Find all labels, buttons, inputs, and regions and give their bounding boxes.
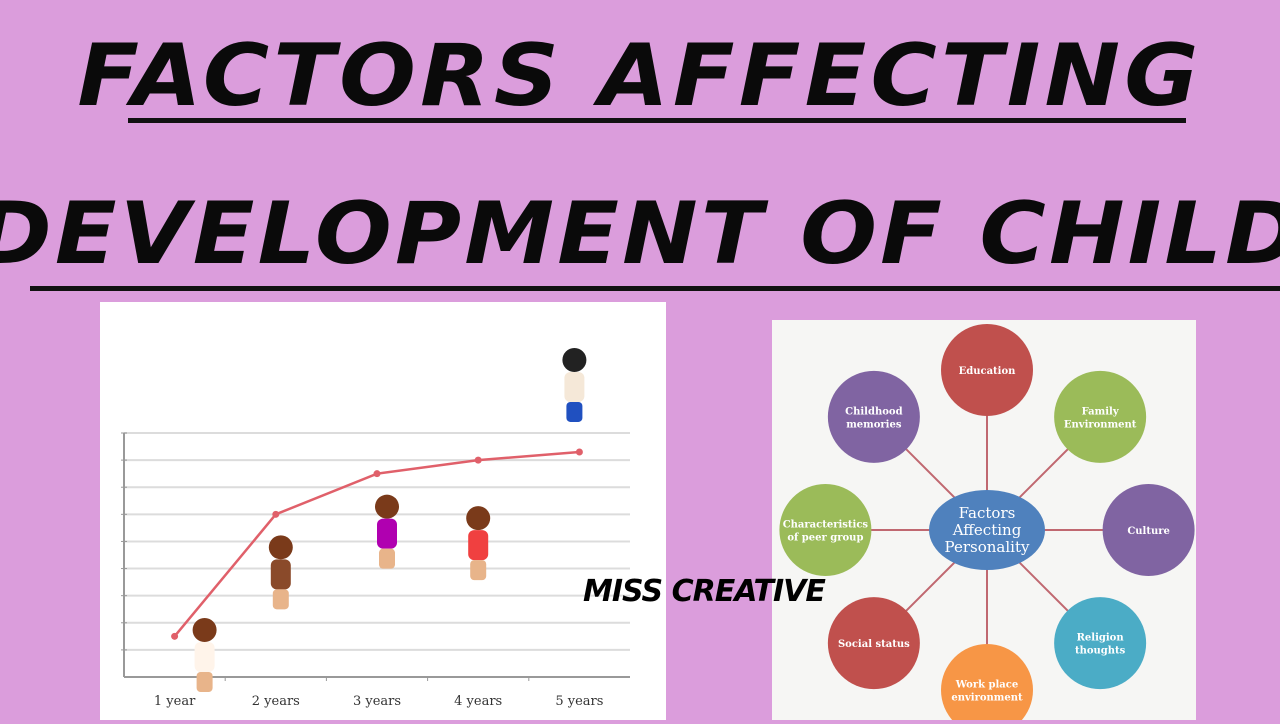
- child-body: [564, 371, 585, 402]
- child-legs: [566, 401, 583, 422]
- x-tick-label: 2 years: [252, 694, 300, 709]
- factor-circle: [1054, 370, 1147, 463]
- child-head: [192, 618, 217, 642]
- x-tick-label: 4 years: [454, 694, 502, 709]
- growth-chart: 1 year 2 years 3 years 4 years 5 years: [121, 347, 630, 709]
- factor-label: Childhood: [845, 406, 902, 417]
- title-line-2: DEVELOPMENT OF CHILD: [0, 184, 1280, 284]
- factor-label: environment: [951, 693, 1023, 704]
- factor-node: Social status: [827, 597, 920, 690]
- child-head: [375, 494, 399, 519]
- factor-label: Characteristics: [783, 520, 869, 531]
- factor-circle: [827, 370, 920, 463]
- title-underline-1: [128, 118, 1186, 123]
- title-line-1: FACTORS AFFECTING: [77, 26, 1203, 126]
- watermark: MISS CREATIVE: [583, 574, 826, 609]
- factor-node: Childhood memories: [827, 370, 920, 463]
- child-head: [466, 506, 491, 531]
- center-label: Personality: [945, 538, 1030, 556]
- child-body: [194, 642, 215, 672]
- factor-label: Religion: [1077, 633, 1125, 644]
- data-point: [373, 470, 381, 478]
- factor-label: memories: [846, 419, 902, 430]
- factor-label: Family: [1082, 406, 1120, 417]
- center-label: Factors: [959, 504, 1016, 522]
- factor-label: Social status: [838, 639, 910, 650]
- data-point: [575, 448, 583, 456]
- data-point: [474, 456, 482, 464]
- factor-circle: [1102, 484, 1195, 576]
- center-ellipse: [929, 490, 1045, 570]
- factor-label: Environment: [1064, 419, 1137, 430]
- factor-circle: [941, 324, 1033, 416]
- child-body: [377, 518, 397, 549]
- x-tick-label: 1 year: [154, 694, 196, 709]
- growth-line: [173, 450, 580, 638]
- child-head: [268, 535, 293, 560]
- x-tick-label: 3 years: [353, 694, 401, 709]
- factor-node: Family Environment: [1054, 370, 1147, 463]
- child-figure: [268, 535, 293, 610]
- child-head: [562, 347, 587, 372]
- child-legs: [196, 672, 213, 692]
- child-body: [270, 559, 291, 590]
- factor-node: Characteristics of peer group: [779, 484, 872, 576]
- personality-diagram: Education Family Environment Culture Religio…: [779, 324, 1195, 724]
- title-underline-2: [30, 286, 1280, 291]
- factor-label: Work place: [955, 680, 1019, 691]
- factor-circle: [827, 597, 920, 690]
- factor-node: Work place environment: [941, 644, 1033, 724]
- factor-circle: [1054, 597, 1147, 690]
- factor-node: Religion thoughts: [1054, 597, 1147, 690]
- data-point: [272, 510, 280, 518]
- factor-node: Education: [941, 324, 1033, 416]
- factor-label: of peer group: [787, 533, 863, 544]
- child-figure: [375, 494, 399, 569]
- factor-node: Culture: [1102, 484, 1195, 576]
- x-tick-label: 5 years: [555, 694, 603, 709]
- child-figure: [192, 618, 217, 692]
- child-legs: [379, 548, 395, 569]
- factor-label: Culture: [1127, 526, 1170, 537]
- child-legs: [470, 560, 487, 581]
- center-label: Affecting: [952, 521, 1022, 539]
- child-figure: [562, 347, 587, 422]
- factor-circle: [941, 644, 1033, 724]
- child-body: [468, 530, 489, 561]
- personality-diagram-panel: Education Family Environment Culture Religio…: [772, 320, 1196, 724]
- child-legs: [272, 589, 289, 610]
- factor-label: thoughts: [1075, 646, 1126, 657]
- growth-chart-panel: 1 year 2 years 3 years 4 years 5 years: [100, 302, 666, 720]
- data-point: [171, 632, 179, 640]
- child-figure: [466, 506, 491, 581]
- factor-label: Education: [959, 366, 1017, 377]
- factor-circle: [779, 484, 872, 576]
